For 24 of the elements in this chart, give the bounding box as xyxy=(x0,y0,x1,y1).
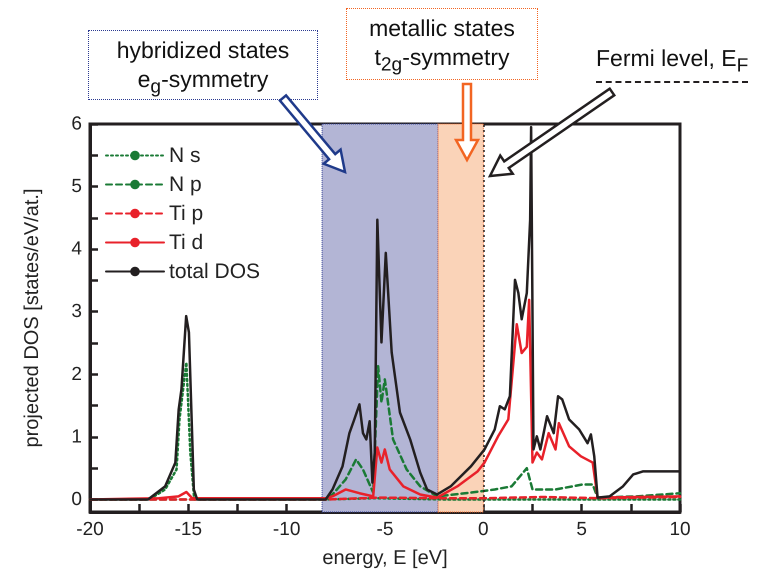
x-tick-label: -10 xyxy=(272,519,300,540)
x-axis-title: energy, E [eV] xyxy=(322,547,448,569)
x-tick-label: 5 xyxy=(576,519,587,540)
x-tick-label: -20 xyxy=(76,519,104,540)
band-label: hybridized states e$_{g}$-symmetry xyxy=(116,36,290,100)
y-tick-label: 5 xyxy=(71,176,82,198)
x-tick-label: 0 xyxy=(478,519,489,540)
y-tick-label: 1 xyxy=(71,426,82,448)
x-tick-label: 10 xyxy=(669,519,691,540)
x-tick-label: -5 xyxy=(376,519,394,540)
legend-label: total DOS xyxy=(169,260,260,283)
y-tick-label: 0 xyxy=(71,488,82,510)
text: Fermi level, E$_{F}$ xyxy=(596,44,748,83)
band-label: metallic states t$_{2g}$-symmetry xyxy=(368,14,516,78)
y-tick-label: 4 xyxy=(71,238,82,260)
y-tick-label: 3 xyxy=(71,301,82,322)
legend-label: N p xyxy=(169,173,202,196)
x-tick-label: -15 xyxy=(174,519,202,540)
legend-label: Ti d xyxy=(169,231,204,254)
y-tick-label: 2 xyxy=(71,364,82,385)
y-axis-title: projected DOS [states/eV/at.] xyxy=(21,188,43,448)
y-tick-label: 6 xyxy=(71,114,82,134)
legend-label: N s xyxy=(169,144,200,167)
legend-label: Ti p xyxy=(169,202,204,225)
